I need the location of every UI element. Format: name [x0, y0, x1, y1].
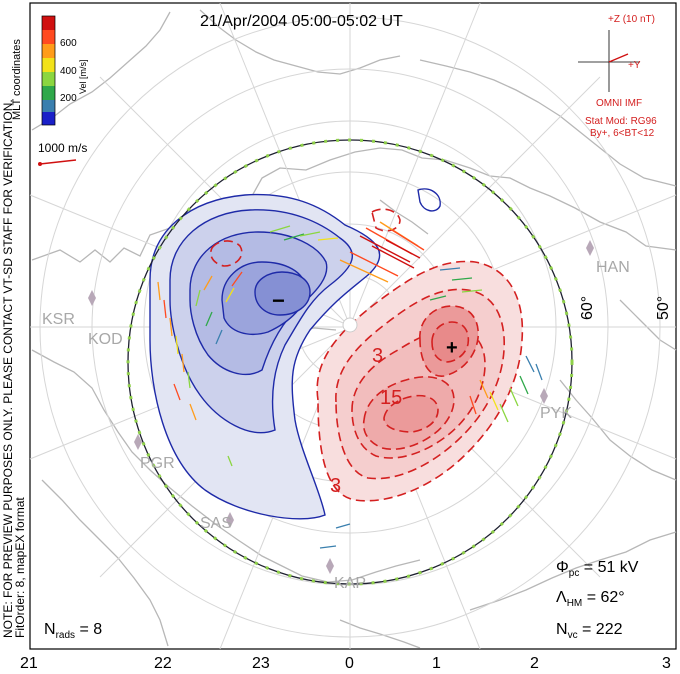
preview-note: NOTE: FOR PREVIEW PURPOSES ONLY. PLEASE … [1, 99, 15, 638]
reference-vector-origin [38, 162, 42, 166]
positive-extremum-marker: + [446, 337, 458, 359]
imf-z-label: +Z (10 nT) [608, 14, 655, 25]
contour-label: 3 [330, 475, 341, 497]
contour-label: 3 [372, 345, 383, 367]
mlt-tick-label: 1 [432, 655, 441, 672]
vector-count: Nvc = 222 [556, 621, 623, 641]
reference-vector [39, 159, 77, 165]
mlt-tick-label: 21 [20, 655, 38, 672]
map-title: 21/Apr/2004 05:00-05:02 UT [200, 13, 403, 30]
station-label: PYK [540, 405, 572, 422]
imf-source: OMNI IMF [596, 98, 642, 109]
mlt-tick-label: 3 [662, 655, 671, 672]
imf-vector [608, 53, 629, 63]
station-label: HAN [596, 259, 630, 276]
latitude-label: 50° [655, 296, 672, 320]
station-label: KSR [42, 311, 75, 328]
imf-condition: By+, 6<BT<12 [590, 128, 655, 139]
positive-potential-cell [209, 208, 524, 502]
velocity-colorbar [41, 15, 56, 126]
reference-vector-label: 1000 m/s [38, 141, 87, 155]
coastlines [31, 9, 677, 649]
colorbar-tick: 400 [60, 66, 77, 77]
mlt-tick-label: 2 [530, 655, 539, 672]
latitude-label: 60° [579, 296, 596, 320]
negative-potential-cell [149, 188, 441, 520]
coordinate-system-label: MLT coordinates [11, 39, 23, 120]
colorbar-unit: Vel [m/s] [78, 59, 88, 94]
velocity-vectors-throat [339, 221, 425, 283]
station-label: KAP [334, 575, 366, 592]
contour-label: 15 [380, 387, 402, 409]
station-label: PGR [140, 455, 175, 472]
radar-station-markers [88, 240, 594, 574]
colorbar-tick: 200 [60, 93, 77, 104]
heppner-maynard-boundary-dots [126, 138, 574, 586]
mlt-tick-label: 0 [345, 655, 354, 672]
imf-y-label: +Y [628, 60, 641, 71]
cross-polar-cap-potential: Φpc = 51 kV [556, 559, 639, 579]
mlt-tick-label: 22 [154, 655, 172, 672]
velocity-vectors-dawn [429, 267, 543, 423]
radar-count: Nrads = 8 [44, 621, 102, 641]
station-label: SAS [200, 515, 232, 532]
statistical-model: Stat Mod: RG96 [585, 116, 657, 127]
station-label: KOD [88, 331, 123, 348]
fit-order-note: FitOrder: 8, mapEX format [13, 497, 27, 638]
negative-extremum-marker: − [272, 288, 285, 313]
mlt-tick-label: 23 [252, 655, 270, 672]
hm-boundary-latitude: ΛHM = 62° [556, 589, 625, 609]
colorbar-tick: 600 [60, 38, 77, 49]
velocity-vectors-dusk [157, 225, 351, 549]
pole-marker [342, 317, 358, 333]
